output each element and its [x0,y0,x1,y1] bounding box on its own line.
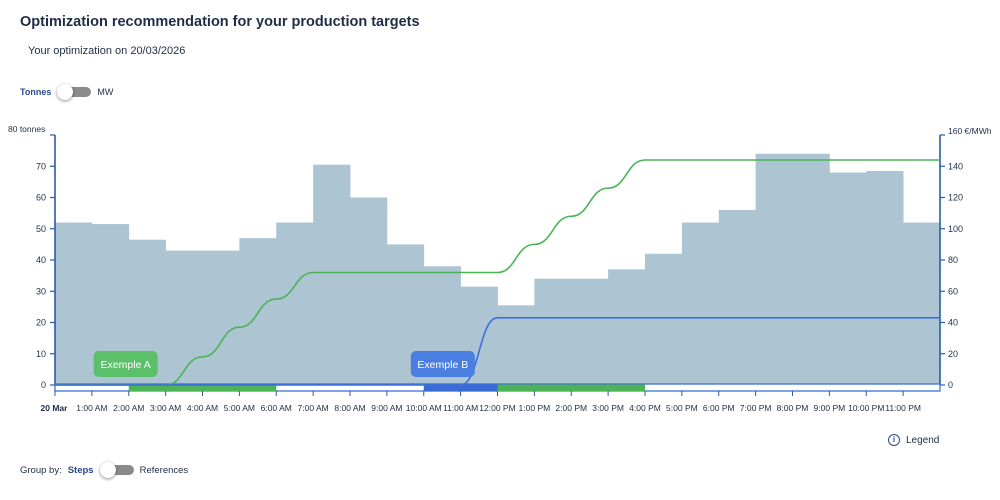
annotation-tag-label: Exemple A [101,359,151,371]
x-tick-label: 5:00 AM [224,403,255,413]
x-tick-label: 11:00 AM [443,403,478,413]
x-tick-label: 9:00 PM [814,403,846,413]
x-tick-label: 6:00 PM [703,403,735,413]
x-tick-label: 1:00 AM [76,403,107,413]
group-by-steps-label[interactable]: Steps [67,464,94,476]
y-left-tick-label: 50 [36,224,46,234]
bar-22 [866,170,904,385]
group-by-toggle[interactable]: Group by: Steps References [20,462,188,478]
annotation-tag-label: Exemple B [417,359,468,371]
y-right-tick-label: 100 [948,224,963,234]
group-by-references-label[interactable]: References [139,464,189,476]
page-title: Optimization recommendation for your pro… [20,14,420,30]
x-tick-label: 1:00 PM [519,403,551,413]
x-tick-label: 10:00 AM [406,403,442,413]
y-right-tick-label: 120 [948,193,963,203]
group-by-label: Group by: [20,464,62,476]
y-right-tick-label: 80 [948,255,958,265]
group-by-switch[interactable] [99,462,134,478]
x-tick-label: 8:00 AM [334,403,365,413]
optimization-date: Your optimization on 20/03/2026 [28,45,186,57]
bar-6 [276,222,314,385]
y-right-tick-label: 140 [948,161,963,171]
annotation-tag-bg [93,351,158,377]
unit-switch[interactable] [57,84,92,100]
unit-toggle[interactable]: Tonnes MW [20,84,113,100]
x-tick-label: 8:00 PM [777,403,809,413]
y-left-tick-label: 40 [36,255,46,265]
group-by-switch-track [103,465,134,475]
bar-8 [350,197,388,385]
y-right-tick-label: 40 [948,318,958,328]
y-right-tick-label: 60 [948,286,958,296]
info-icon: i [888,434,900,446]
bar-15 [608,269,646,385]
x-tick-label: 10:00 PM [848,403,884,413]
unit-toggle-mw-label[interactable]: MW [97,87,114,97]
bar-16 [645,253,683,385]
y-right-tick-label: 0 [948,380,953,390]
step-segment-1 [423,384,498,392]
annotation-tag-1: Exemple B [410,351,475,377]
x-tick-label: 9:00 AM [371,403,402,413]
y-left-tick-label: 80 tonnes [8,124,45,134]
y-left-tick-label: 60 [36,193,46,203]
price-line-0 [55,159,940,386]
x-tick-label: 2:00 AM [113,403,144,413]
x-tick-label: 6:00 AM [261,403,292,413]
bar-20 [792,153,830,385]
x-tick-label: 4:00 PM [629,403,661,413]
unit-switch-knob[interactable] [57,84,74,100]
unit-toggle-tonnes-label[interactable]: Tonnes [20,87,52,97]
y-right-tick-label: 160 €/MWh [948,126,992,136]
step-segment-0 [128,384,277,392]
x-tick-label: 11:00 PM [885,403,921,413]
x-tick-label: 20 Mar [41,403,69,413]
y-left-tick-label: 70 [36,161,46,171]
y-left-tick-label: 30 [36,286,46,296]
price-line-1 [55,317,940,386]
bar-23 [903,222,941,385]
bar-18 [718,210,757,385]
x-tick-label: 5:00 PM [666,403,698,413]
x-tick-label: 7:00 AM [298,403,329,413]
legend-button[interactable]: i Legend [888,434,939,446]
bar-3 [165,250,203,385]
bar-13 [534,278,572,385]
y-left-tick-label: 0 [41,380,46,390]
group-by-switch-knob[interactable] [99,462,116,478]
bar-21 [829,172,867,385]
bar-7 [313,164,351,385]
step-segment-2 [497,384,645,392]
y-left-tick-label: 20 [36,318,46,328]
x-tick-label: 4:00 AM [187,403,218,413]
x-tick-label: 2:00 PM [555,403,587,413]
legend-button-label: Legend [906,434,940,446]
x-tick-label: 12:00 PM [479,403,515,413]
bar-19 [755,153,793,385]
annotation-tag-0: Exemple A [93,351,158,377]
unit-switch-track [61,87,92,97]
bar-0 [55,222,93,385]
y-left-tick-label: 10 [36,349,46,359]
x-tick-label: 3:00 AM [150,403,181,413]
x-tick-label: 7:00 PM [740,403,772,413]
bar-14 [571,278,609,385]
x-tick-label: 3:00 PM [592,403,624,413]
bar-4 [202,250,240,385]
annotation-tag-bg [410,351,475,377]
bar-17 [681,222,720,385]
y-right-tick-label: 20 [948,349,958,359]
